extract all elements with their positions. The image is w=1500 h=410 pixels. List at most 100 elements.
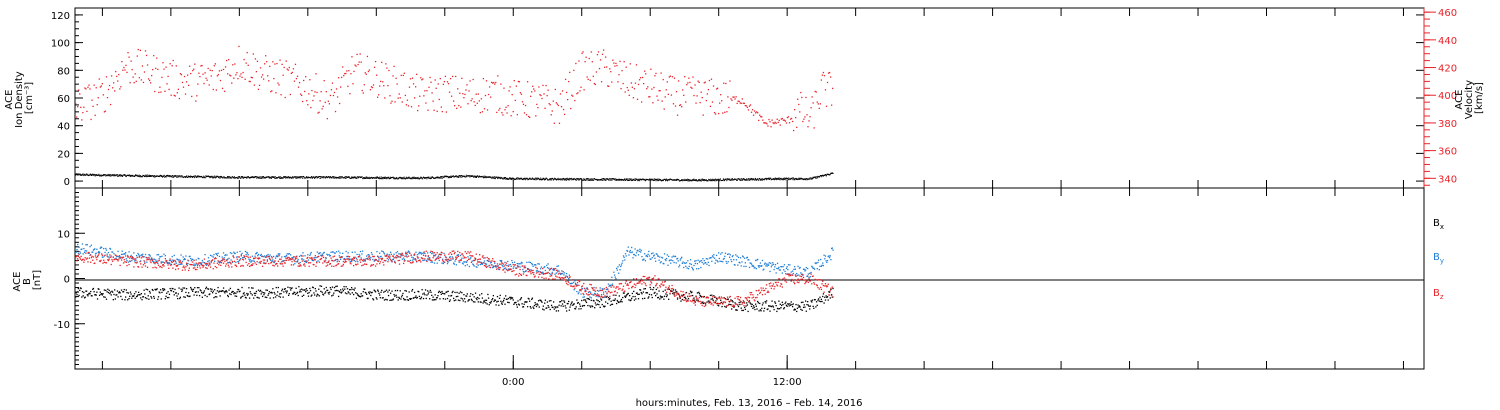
density-point [805, 179, 807, 181]
density-point [678, 179, 680, 181]
density-point [787, 177, 789, 179]
field-point-y [234, 252, 236, 255]
density-point [382, 178, 384, 180]
field-point-x [505, 295, 507, 297]
field-point-x [445, 291, 447, 293]
field-point-y [95, 252, 97, 254]
field-point-x [275, 286, 277, 289]
field-point-x [535, 303, 537, 306]
field-point-y [791, 270, 794, 272]
field-point-x [218, 291, 220, 293]
density-point [522, 179, 524, 181]
field-point-x [750, 305, 753, 308]
density-point [348, 176, 350, 178]
field-point-y [782, 265, 784, 268]
velocity-point [602, 49, 605, 51]
density-point [134, 174, 136, 176]
density-point [246, 177, 248, 179]
field-point-x [575, 306, 577, 308]
field-point-x [247, 293, 249, 295]
velocity-point [507, 105, 509, 107]
field-point-x [774, 302, 777, 304]
field-point-z [90, 256, 93, 259]
density-point [701, 178, 703, 180]
field-point-y [224, 254, 227, 256]
density-point [710, 178, 712, 180]
field-point-x [608, 298, 610, 301]
field-point-x [318, 288, 320, 290]
field-point-z [92, 256, 95, 258]
density-point [172, 176, 174, 178]
velocity-point [512, 110, 514, 113]
field-point-x [250, 287, 253, 289]
field-point-x [113, 293, 115, 296]
field-point-x [353, 289, 356, 291]
velocity-tick-label: 420 [1438, 64, 1457, 75]
density-point [376, 177, 378, 179]
density-point [705, 179, 707, 181]
field-point-y [348, 258, 351, 261]
density-point [638, 178, 640, 180]
density-point [109, 174, 111, 176]
field-point-y [618, 264, 621, 266]
field-point-y [196, 264, 199, 267]
field-point-x [438, 290, 440, 292]
density-point [474, 175, 476, 177]
velocity-point [832, 87, 834, 90]
field-point-y [686, 267, 688, 269]
field-point-x [727, 298, 729, 300]
field-point-x [408, 291, 410, 293]
field-point-y [420, 251, 422, 254]
field-point-y [137, 254, 140, 256]
field-point-x [477, 301, 479, 303]
field-point-x [357, 294, 360, 297]
velocity-point [439, 77, 441, 80]
field-point-x [343, 285, 345, 288]
velocity-point [496, 111, 498, 114]
density-point [477, 175, 479, 177]
field-point-y [168, 262, 170, 264]
field-point-x [370, 292, 373, 294]
field-point-x [332, 294, 334, 296]
field-point-x [188, 295, 190, 298]
field-point-y [371, 253, 373, 256]
density-point [395, 177, 397, 179]
velocity-point [516, 114, 518, 116]
field-point-x [98, 294, 101, 296]
field-point-x [348, 292, 350, 294]
field-point-x [746, 304, 749, 306]
density-point [137, 175, 139, 177]
field-point-y [404, 259, 406, 262]
density-point [599, 178, 601, 180]
velocity-point [627, 89, 629, 91]
field-point-y [429, 251, 432, 254]
field-point-x [765, 302, 767, 304]
density-point [709, 180, 711, 182]
velocity-point [732, 96, 734, 98]
density-point [539, 178, 541, 180]
velocity-point [447, 82, 450, 85]
field-point-x [716, 302, 718, 305]
field-point-y [801, 273, 803, 275]
field-point-x [507, 297, 510, 300]
field-point-y [331, 259, 333, 261]
field-point-x [209, 288, 212, 290]
velocity-point [473, 101, 475, 103]
field-point-y [763, 268, 765, 270]
density-point [125, 175, 127, 177]
velocity-point [779, 124, 781, 126]
velocity-point [608, 85, 610, 88]
field-point-y [272, 255, 275, 258]
field-point-y [695, 260, 697, 262]
velocity-point [388, 69, 390, 72]
field-point-y [237, 261, 239, 263]
density-point [139, 176, 141, 178]
velocity-point [243, 58, 245, 61]
density-point [640, 178, 642, 180]
velocity-point [712, 85, 715, 87]
field-point-x [344, 288, 346, 290]
field-point-x [558, 304, 560, 306]
density-point [217, 176, 219, 178]
field-point-x [96, 298, 99, 300]
field-point-x [613, 299, 616, 302]
